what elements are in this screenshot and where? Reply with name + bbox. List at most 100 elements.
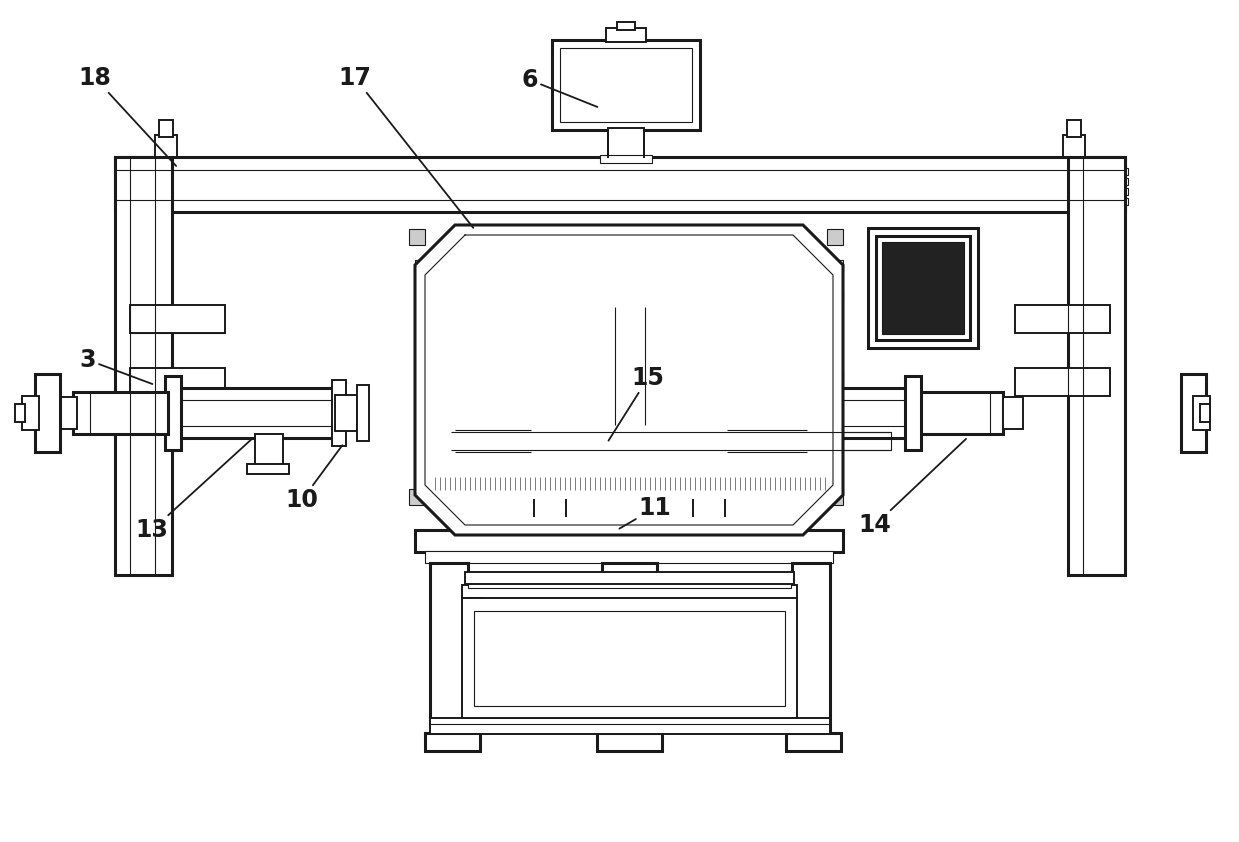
Text: 11: 11 (620, 496, 672, 529)
Bar (462, 598, 797, 718)
Polygon shape (415, 225, 843, 535)
Bar (475, 611, 786, 706)
Circle shape (624, 415, 633, 423)
Bar (608, 128, 644, 158)
Bar (787, 418, 797, 428)
Bar (430, 563, 468, 733)
Bar (35, 374, 59, 452)
Bar (15, 404, 25, 422)
Bar (831, 430, 843, 442)
Bar (831, 260, 843, 272)
Circle shape (606, 426, 615, 434)
Text: 6: 6 (522, 68, 597, 107)
Bar (430, 718, 830, 734)
Bar (468, 598, 483, 718)
Bar (600, 155, 652, 163)
Circle shape (620, 431, 639, 451)
Bar (563, 285, 693, 307)
Bar (357, 385, 369, 441)
Bar (776, 434, 803, 466)
Bar (165, 376, 181, 450)
Bar (534, 516, 566, 526)
Bar (1063, 135, 1085, 157)
Bar (693, 499, 725, 517)
Bar (1181, 374, 1206, 452)
Bar (415, 430, 427, 442)
Bar (115, 178, 130, 185)
Bar (1113, 188, 1127, 195)
Bar (409, 489, 425, 505)
Bar (130, 368, 225, 396)
Bar (409, 229, 425, 245)
Bar (170, 388, 335, 438)
Bar (462, 585, 797, 601)
Bar (1201, 404, 1211, 422)
Bar (115, 157, 1125, 212)
Bar (159, 120, 173, 137)
Bar (430, 490, 828, 498)
Bar (155, 135, 177, 157)
Bar (425, 551, 833, 563)
Text: 14: 14 (859, 439, 966, 537)
Bar (247, 464, 289, 474)
Circle shape (606, 448, 615, 456)
Bar (869, 228, 978, 348)
Bar (597, 733, 662, 751)
Text: 15: 15 (608, 366, 664, 440)
Circle shape (644, 426, 652, 434)
Bar (717, 395, 733, 431)
Bar (882, 242, 964, 334)
Bar (602, 563, 657, 733)
Bar (693, 516, 725, 526)
Bar (706, 385, 720, 441)
Bar (465, 572, 794, 584)
Bar (792, 563, 830, 733)
Bar (826, 229, 843, 245)
Bar (831, 370, 843, 382)
Bar (425, 733, 479, 751)
Bar (115, 157, 172, 575)
Bar (1113, 168, 1127, 175)
Bar (743, 388, 908, 438)
Bar (1113, 178, 1127, 185)
Bar (115, 168, 130, 175)
Bar (73, 392, 169, 434)
Bar (553, 40, 700, 130)
Bar (468, 580, 790, 588)
Bar (430, 477, 828, 491)
Bar (606, 28, 646, 42)
Bar (451, 417, 532, 465)
Bar (566, 253, 584, 265)
Bar (1193, 396, 1211, 430)
Bar (610, 307, 648, 425)
Bar (605, 307, 653, 319)
Bar (332, 380, 346, 446)
Text: 17: 17 (338, 66, 473, 228)
Bar (335, 395, 357, 431)
Bar (598, 390, 660, 420)
Circle shape (601, 413, 657, 469)
Bar (904, 376, 921, 450)
Bar (786, 733, 841, 751)
Circle shape (624, 459, 633, 467)
Bar (115, 198, 130, 205)
Bar (1067, 120, 1080, 137)
Bar (1113, 160, 1125, 210)
Bar (115, 188, 130, 195)
Bar (130, 305, 225, 333)
Bar (1068, 157, 1125, 575)
Text: 13: 13 (135, 439, 252, 542)
Bar (457, 418, 467, 428)
Bar (57, 397, 77, 429)
Bar (458, 453, 466, 461)
Bar (1113, 198, 1127, 205)
Bar (451, 432, 891, 450)
Circle shape (644, 448, 652, 456)
Circle shape (624, 437, 633, 445)
Text: 3: 3 (79, 348, 152, 384)
Bar (789, 453, 797, 461)
Bar (415, 370, 427, 382)
Bar (115, 160, 128, 210)
Bar (617, 22, 636, 30)
Bar (22, 396, 38, 430)
